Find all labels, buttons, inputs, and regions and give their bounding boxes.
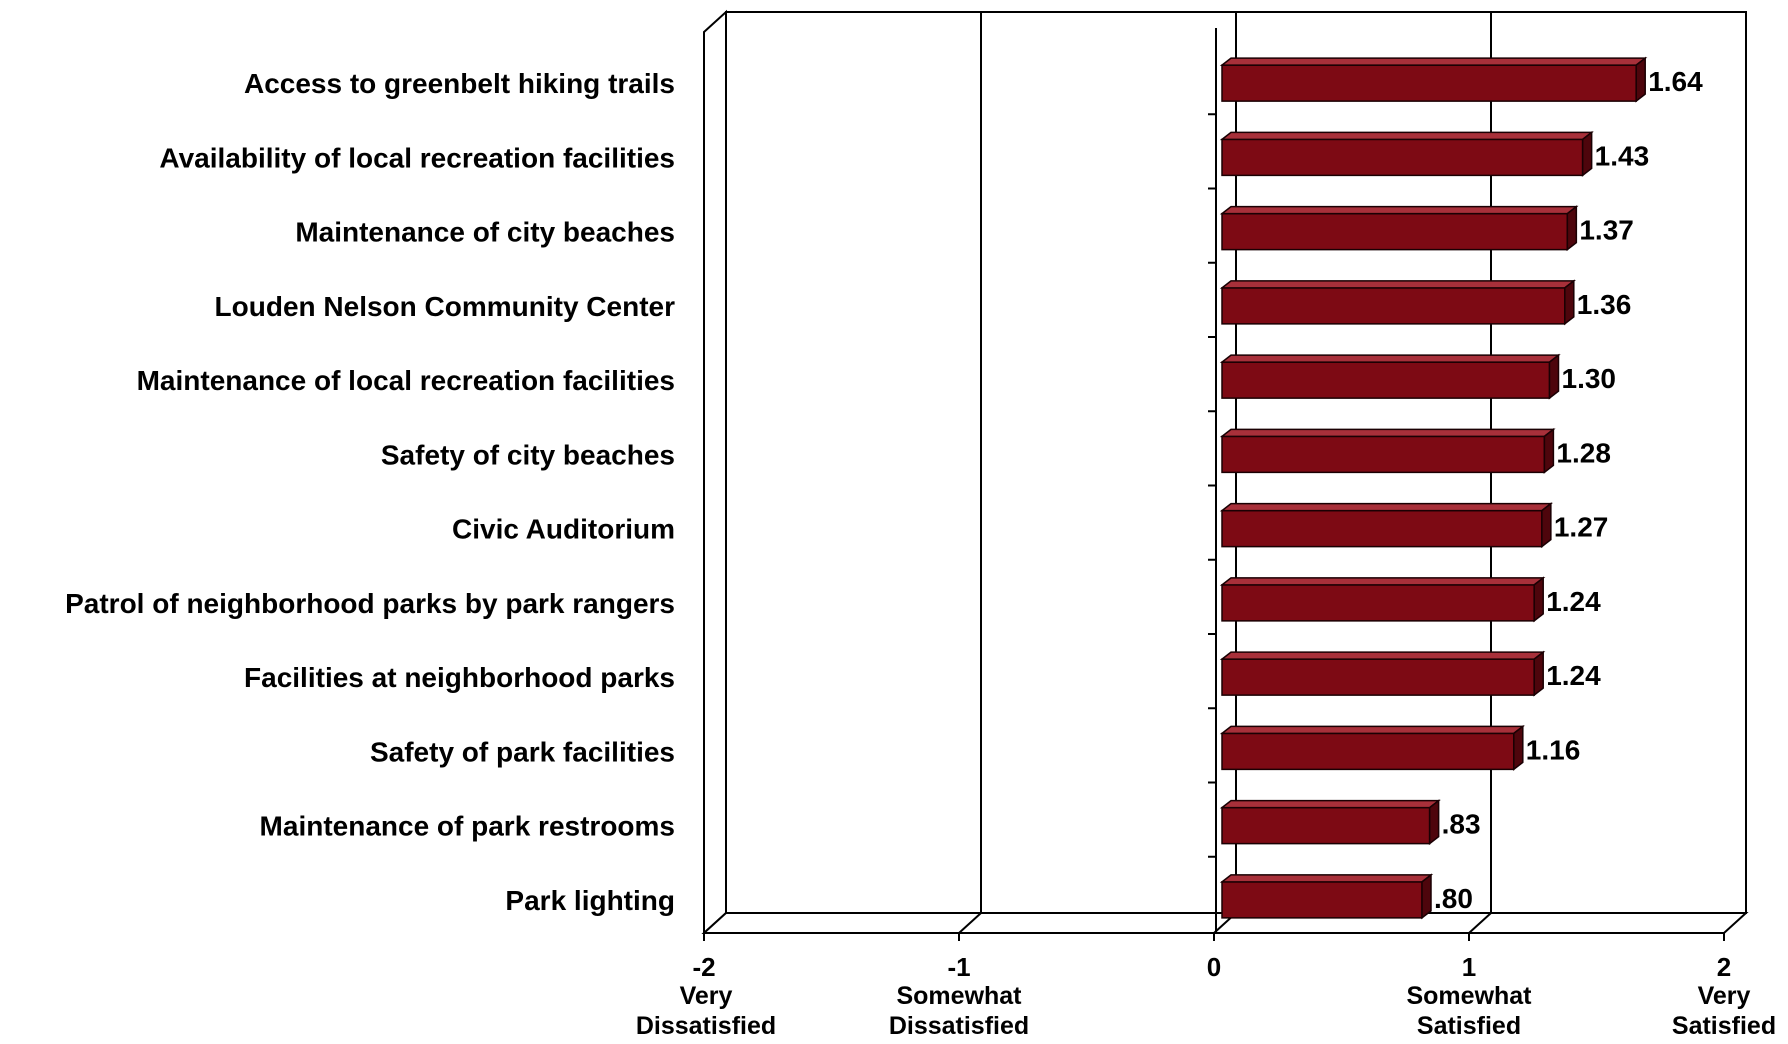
category-label: Maintenance of park restrooms [260,811,675,842]
bar [1219,353,1561,400]
bar-top [1219,131,1594,141]
bar [1219,799,1441,846]
bar [1219,279,1576,326]
x-tick-sublabel: Somewhat [1406,982,1532,1010]
bar [1219,130,1594,177]
bar-front [1221,658,1535,696]
bar-front [1221,435,1546,474]
bar [1219,576,1546,623]
bar-front [1221,361,1551,399]
bar-side [1566,205,1578,252]
value-label: 1.16 [1526,734,1581,765]
bar [1219,205,1579,252]
bar-top [1219,874,1434,883]
bar-top [1219,428,1556,438]
plot-left-wall [703,9,727,936]
bar-side [1533,650,1544,697]
bar-front [1221,732,1515,771]
bar-side [1533,576,1544,623]
x-tick-label: 1 [1462,952,1476,982]
bar-top [1219,280,1576,289]
value-label: 1.37 [1579,215,1634,246]
bar [1219,724,1525,771]
value-label: 1.64 [1648,66,1703,97]
category-label: Louden Nelson Community Center [215,291,676,322]
value-label: .83 [1442,809,1481,840]
value-label: 1.28 [1556,437,1611,468]
bar [1219,502,1554,549]
bar-top [1219,354,1561,363]
x-tick-label: -1 [947,952,970,982]
value-label: 1.24 [1546,586,1601,617]
bar-side [1581,130,1593,177]
category-label: Facilities at neighborhood parks [244,662,675,693]
bar-front [1221,64,1637,102]
category-label: Civic Auditorium [452,514,675,545]
bar-side [1541,502,1552,549]
value-labels: 1.64 1.43 1.37 1.36 1.30 1.28 1.27 1.24 1.24 1.16… [1434,66,1703,914]
x-tick-sublabel: Very [680,982,733,1010]
category-label: Park lighting [505,885,675,916]
bar-front [1221,287,1566,325]
gridline-floor [1468,912,1492,934]
bar-top [1219,57,1648,66]
bar-top [1219,577,1546,586]
bars [1219,56,1648,920]
category-label: Access to greenbelt hiking trails [244,68,675,99]
bar-front [1221,509,1543,548]
bar [1219,427,1556,474]
category-label: Safety of city beaches [381,439,675,470]
bar-side [1548,353,1560,400]
bar-side [1428,799,1440,846]
bar [1219,650,1546,697]
value-label: 1.36 [1577,289,1632,320]
x-tick-sublabel: Somewhat [896,982,1022,1010]
bar-front [1221,584,1535,622]
category-label: Availability of local recreation facilit… [159,142,675,173]
bar-side [1543,427,1555,474]
x-tick-sublabel: Satisfied [1417,1012,1521,1040]
bar-front [1221,138,1584,177]
category-label: Maintenance of city beaches [295,217,675,248]
value-label: .80 [1434,883,1473,914]
value-label: 1.27 [1554,512,1609,543]
bar-top [1219,799,1441,809]
value-label: 1.24 [1546,660,1601,691]
bar-top [1219,205,1579,215]
bar-side [1564,279,1575,326]
x-tick-label: 2 [1717,952,1731,982]
x-tick-label: 0 [1207,952,1221,982]
bar-top [1219,725,1525,735]
bar-side [1635,56,1646,103]
bar-top [1219,651,1546,660]
x-axis: -2VeryDissatisfied-1SomewhatDissatisfied… [636,933,1776,1040]
bar-front [1221,806,1431,845]
value-label: 1.43 [1595,140,1650,171]
x-tick-label: -2 [692,952,715,982]
bar-side [1513,724,1524,771]
bar-top [1219,502,1554,512]
bar-side [1421,873,1432,920]
bar-front [1221,881,1423,919]
bar [1219,56,1648,103]
gridline-floor [958,912,982,934]
category-labels: Access to greenbelt hiking trails Availab… [65,68,675,916]
x-tick-sublabel: Dissatisfied [636,1012,776,1040]
category-label: Patrol of neighborhood parks by park ran… [65,588,675,619]
category-label: Maintenance of local recreation faciliti… [137,365,675,396]
bar-front [1221,212,1569,251]
x-tick-sublabel: Satisfied [1672,1012,1776,1040]
x-tick-sublabel: Very [1698,982,1751,1010]
x-tick-sublabel: Dissatisfied [889,1012,1029,1040]
value-label: 1.30 [1562,363,1617,394]
category-label: Safety of park facilities [370,736,675,767]
bar [1219,873,1434,920]
